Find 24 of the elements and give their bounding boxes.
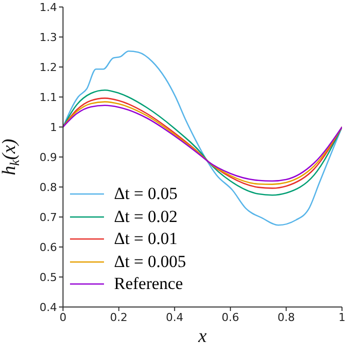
y-tick-label: 0.6 — [40, 240, 57, 254]
y-tick-label: 1.1 — [40, 90, 57, 104]
y-tick-label: 1 — [50, 120, 57, 134]
y-tick-label: 1.3 — [40, 30, 57, 44]
x-tick-label: 1 — [338, 310, 346, 324]
y-tick-label: 0.5 — [40, 270, 57, 284]
x-tick-label: 0.6 — [222, 310, 240, 324]
legend-label: Δt = 0.005 — [114, 252, 186, 272]
x-axis-title: x — [197, 326, 208, 347]
y-tick-label: 0.4 — [40, 300, 57, 314]
legend-label: Δt = 0.02 — [114, 206, 178, 227]
y-tick-label: 0.8 — [40, 180, 57, 194]
legend-label: Δt = 0.05 — [114, 184, 178, 204]
legend-label: Δt = 0.01 — [114, 229, 178, 250]
line-series — [63, 50, 342, 226]
y-tick-label: 0.9 — [40, 150, 57, 164]
x-tick-label: 0.8 — [277, 310, 295, 324]
y-tick-label: 1.4 — [40, 0, 57, 14]
x-tick-label: 0 — [60, 310, 66, 324]
y-tick-label: 0.7 — [40, 210, 57, 224]
x-tick-label: 0.2 — [110, 310, 128, 324]
x-tick-label: 0.4 — [166, 310, 184, 324]
legend-label: Reference — [114, 274, 183, 294]
y-tick-label: 1.2 — [40, 60, 57, 74]
